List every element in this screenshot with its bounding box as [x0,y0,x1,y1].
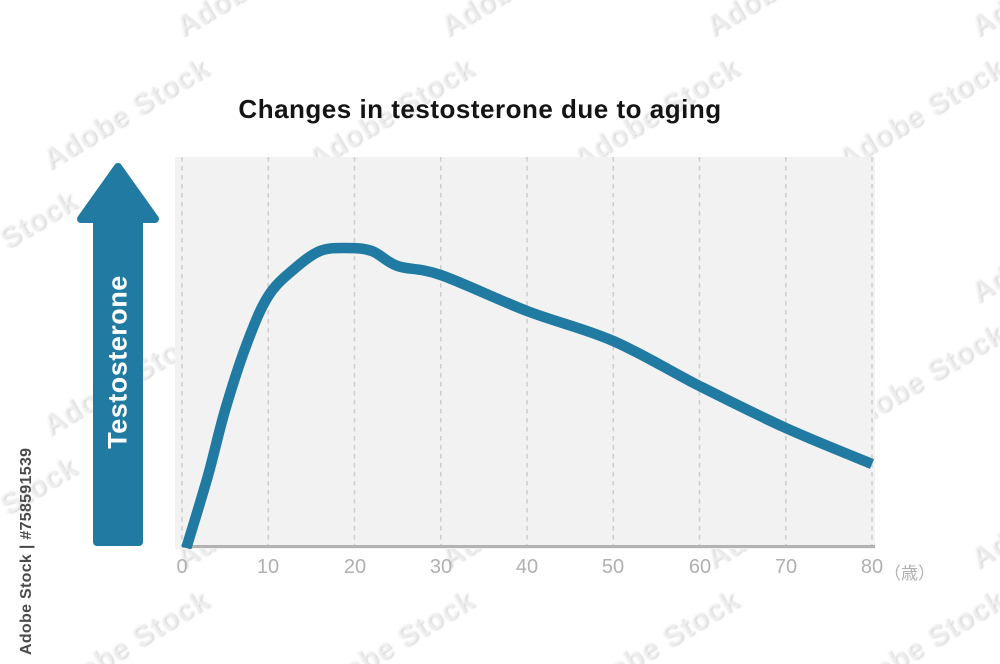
adobe-stock-watermark: Adobe Stock [301,583,480,664]
adobe-stock-watermark: Adobe Stock [170,0,348,44]
x-tick-70: 70 [774,556,798,578]
testosterone-line-chart [181,157,875,549]
adobe-stock-watermark: Adobe Stock [435,0,613,44]
x-tick-20: 20 [343,556,367,578]
up-arrow-icon [77,163,159,546]
adobe-stock-watermark: Adobe Stock [0,0,83,44]
adobe-stock-watermark: Adobe Stock [964,185,1000,310]
adobe-stock-watermark: Adobe Stock [700,0,878,44]
adobe-stock-watermark: Adobe Stock [566,583,745,664]
adobe-stock-watermark: Adobe Stock [36,583,215,664]
adobe-stock-watermark: Adobe Stock [965,0,1000,44]
x-axis-unit-label: （歳） [884,564,935,583]
x-tick-40: 40 [515,556,539,578]
gridlines [181,157,873,546]
plot-area [175,157,875,549]
adobe-stock-watermark: Adobe Stock [831,583,1000,664]
x-tick-60: 60 [688,556,712,578]
y-axis-arrow [77,163,159,546]
chart-title: Changes in testosterone due to aging [238,94,722,124]
watermark-id-text: Adobe Stock | #758591539 [18,447,35,655]
x-tick-10: 10 [256,556,280,578]
adobe-stock-watermark: Adobe Stock [964,451,1000,576]
testosterone-curve [181,242,875,549]
x-tick-30: 30 [429,556,453,578]
x-tick-0: 0 [176,556,188,578]
x-tick-50: 50 [601,556,625,578]
x-tick-80: 80 [860,556,884,578]
y-axis-arrow-label: Testosterone [102,275,133,449]
